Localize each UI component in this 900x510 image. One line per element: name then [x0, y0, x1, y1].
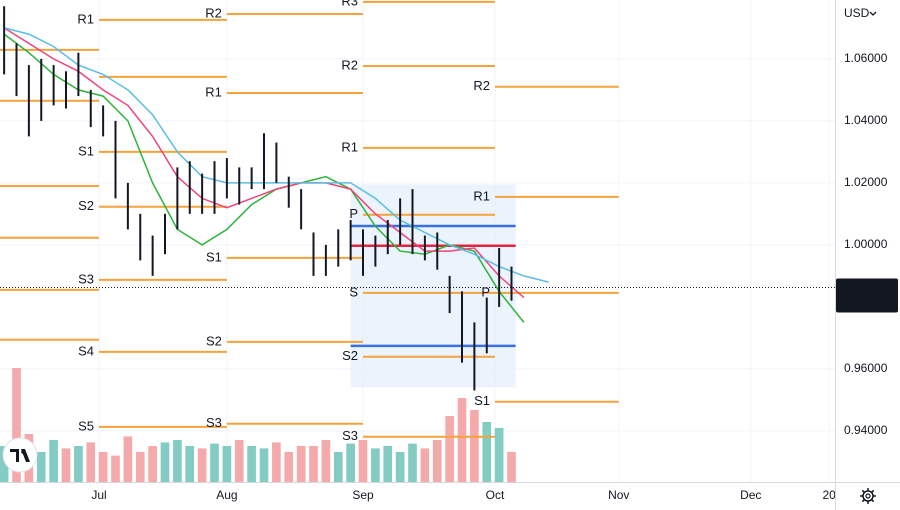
- x-tick-label: Sep: [352, 488, 374, 502]
- volume-bar: [432, 440, 442, 482]
- volume-bar: [12, 368, 21, 482]
- volume-bar: [247, 446, 256, 482]
- y-tick-label: 0.94000: [844, 423, 888, 437]
- volume-bar: [408, 443, 417, 482]
- volume-bar: [173, 440, 182, 482]
- volume-bar: [383, 446, 393, 482]
- volume-bar: [210, 443, 219, 482]
- volume-bar: [358, 440, 368, 482]
- volume-bar: [333, 452, 343, 482]
- price-bars: [3, 6, 513, 391]
- volume-bar: [0, 446, 9, 482]
- pivot-label: R3: [341, 0, 358, 8]
- pivot-label: P: [349, 206, 358, 221]
- y-tick-label: 0.96000: [844, 361, 888, 375]
- volume-bar: [457, 398, 467, 482]
- x-tick-label: Nov: [608, 488, 629, 502]
- value-area-box: [350, 184, 516, 388]
- pivot-label: R2: [341, 57, 358, 72]
- volume-bar: [74, 446, 83, 482]
- x-tick-label: Jul: [91, 488, 106, 502]
- pivot-label: S2: [206, 333, 222, 348]
- settings-icon[interactable]: [860, 488, 876, 504]
- volume-bar: [371, 448, 380, 482]
- currency-chevron[interactable]: [869, 11, 877, 16]
- volume-bar: [494, 428, 504, 482]
- pivot-label: R1: [473, 188, 490, 203]
- volume-bar: [346, 443, 355, 482]
- value-area: [350, 184, 516, 388]
- volume-bar: [197, 448, 207, 482]
- y-tick-label: 1.06000: [844, 51, 888, 65]
- x-tick-label: Aug: [216, 488, 237, 502]
- volume-bar: [185, 446, 195, 482]
- volume-bar: [49, 440, 58, 482]
- volume-bar: [507, 452, 516, 482]
- volume-bar: [259, 448, 269, 482]
- pivot-label: S4: [78, 343, 94, 358]
- x-tick-label: 20: [822, 488, 836, 502]
- y-tick-label: 1.02000: [844, 175, 888, 189]
- volume-bar: [111, 455, 120, 482]
- volume-bar: [135, 452, 145, 482]
- volume-bar: [148, 446, 157, 482]
- moving-average: [3, 27, 549, 283]
- volume-bar: [445, 416, 454, 482]
- volume-bar: [61, 448, 71, 482]
- volume-bar: [309, 446, 318, 482]
- x-tick-label: Oct: [486, 488, 505, 502]
- pivot-label: S3: [342, 428, 358, 443]
- volume-bar: [321, 440, 331, 482]
- pivot-label: S1: [78, 143, 94, 158]
- pivot-label: R1: [341, 139, 358, 154]
- pivot-label: R2: [473, 78, 490, 93]
- volume-bar: [470, 410, 479, 482]
- axes: 1.06000 1.04000 1.02000 1.00000 0.96000 0.940…: [0, 51, 898, 502]
- y-tick-label: 1.04000: [844, 113, 888, 127]
- x-tick-label: Dec: [740, 488, 761, 502]
- volume-bar: [284, 452, 294, 482]
- pivot-label: S2: [78, 198, 94, 213]
- pivot-label: S3: [78, 271, 94, 286]
- volume-bar: [86, 442, 96, 482]
- last-price-label: 0.98626: [844, 280, 888, 294]
- pivot-label: S: [349, 284, 358, 299]
- volume-bar: [160, 442, 170, 482]
- volume-bar: [36, 452, 46, 482]
- logo[interactable]: [2, 437, 38, 473]
- pivot-label: R2: [205, 5, 222, 20]
- volume-bar: [234, 440, 244, 482]
- currency-label[interactable]: USD: [844, 6, 870, 20]
- pivot-label: S5: [78, 418, 94, 433]
- pivot-label: S1: [206, 249, 222, 264]
- pivots: R1 S1 S2 S3 S4 S5 R2 R1 S1 S2 S3 R3 R2 R1 P S S2 S3 R2 R1 P S…: [0, 0, 619, 443]
- y-tick-label: 1.00000: [844, 237, 888, 251]
- volume-bar: [296, 446, 306, 482]
- pivot-label: P: [481, 284, 490, 299]
- pivot-label: R1: [77, 11, 94, 26]
- pivot-label: R1: [205, 84, 222, 99]
- volume-bar: [272, 442, 281, 482]
- volume-bar: [98, 452, 108, 482]
- volume-bar: [420, 448, 430, 482]
- volume-bar: [395, 452, 405, 482]
- volume-bar: [222, 446, 232, 482]
- last-price-box: [836, 278, 898, 313]
- pivot-label: S1: [474, 393, 490, 408]
- countdown-label: 08:32:01: [844, 295, 891, 309]
- volume-bar: [482, 422, 492, 482]
- pivot-label: S3: [206, 415, 222, 430]
- volume-bar: [123, 436, 133, 482]
- pivot-label: S2: [342, 348, 358, 363]
